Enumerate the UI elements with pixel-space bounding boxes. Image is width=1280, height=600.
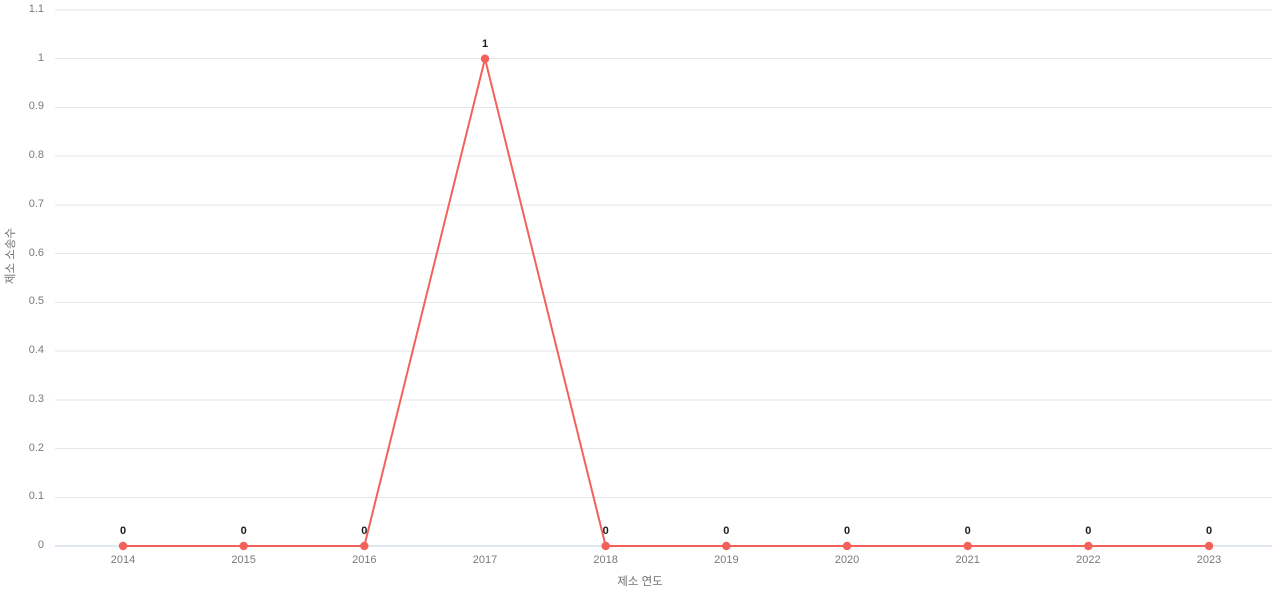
y-axis-title: 제소 소송수 bbox=[5, 227, 17, 285]
y-axis-tick-label: 1 bbox=[37, 51, 44, 64]
y-axis-tick-label: 0.2 bbox=[28, 441, 44, 454]
data-point-value-label: 0 bbox=[964, 525, 971, 537]
y-axis-tick-label: 0.3 bbox=[28, 392, 44, 405]
y-axis-tick-label: 0 bbox=[37, 539, 44, 551]
x-axis-tick-label: 2020 bbox=[834, 554, 860, 566]
y-axis-tick-label: 0.6 bbox=[28, 246, 44, 259]
data-point-marker[interactable] bbox=[601, 541, 610, 551]
data-point-marker[interactable] bbox=[842, 541, 852, 551]
data-point-marker[interactable] bbox=[239, 541, 248, 551]
x-axis-tick-label: 2022 bbox=[1076, 554, 1101, 566]
data-point-value-label: 0 bbox=[119, 525, 127, 537]
series-line-path bbox=[123, 58, 1210, 547]
x-axis-tick-label: 2023 bbox=[1196, 554, 1222, 566]
gridlines bbox=[55, 9, 1272, 498]
data-point-value-label: 0 bbox=[723, 525, 730, 537]
data-point-marker[interactable] bbox=[722, 541, 731, 551]
data-point-marker[interactable] bbox=[480, 54, 490, 63]
x-axis-tick-label: 2019 bbox=[714, 554, 739, 566]
y-axis-tick-label: 1.1 bbox=[28, 3, 44, 15]
data-point-value-label: 1 bbox=[481, 37, 489, 50]
y-axis-tick-label: 0.7 bbox=[28, 197, 44, 210]
data-point-value-label: 0 bbox=[843, 525, 851, 537]
data-point-marker[interactable] bbox=[360, 541, 369, 551]
y-axis-tick-label: 0.4 bbox=[28, 344, 44, 357]
data-point-marker[interactable] bbox=[1204, 541, 1214, 551]
x-axis-tick-label: 2018 bbox=[593, 554, 618, 566]
data-point-marker[interactable] bbox=[1084, 541, 1093, 551]
data-point-value-label: 0 bbox=[361, 525, 368, 537]
data-point-value-label: 0 bbox=[1205, 525, 1213, 537]
data-point-marker[interactable] bbox=[963, 541, 972, 551]
data-point-value-label: 0 bbox=[602, 525, 609, 537]
y-axis-tick-label: 0.1 bbox=[28, 490, 44, 503]
x-axis-tick-label: 2016 bbox=[352, 554, 377, 566]
series-markers[interactable] bbox=[118, 54, 1214, 551]
x-axis-tick-label: 2015 bbox=[231, 554, 256, 566]
data-point-value-label: 0 bbox=[1085, 525, 1092, 537]
data-point-marker[interactable] bbox=[118, 541, 128, 551]
data-point-value-label: 0 bbox=[240, 525, 247, 537]
x-axis-tick-label: 2017 bbox=[472, 554, 498, 566]
y-axis-tick-label: 0.9 bbox=[28, 100, 44, 113]
x-axis-tick-label: 2021 bbox=[955, 554, 980, 566]
x-axis-tick-label: 2014 bbox=[110, 554, 136, 566]
y-axis-tick-label: 0.5 bbox=[28, 295, 44, 308]
x-axis-title: 제소 연도 bbox=[617, 576, 663, 588]
y-axis-tick-label: 0.8 bbox=[28, 149, 44, 162]
